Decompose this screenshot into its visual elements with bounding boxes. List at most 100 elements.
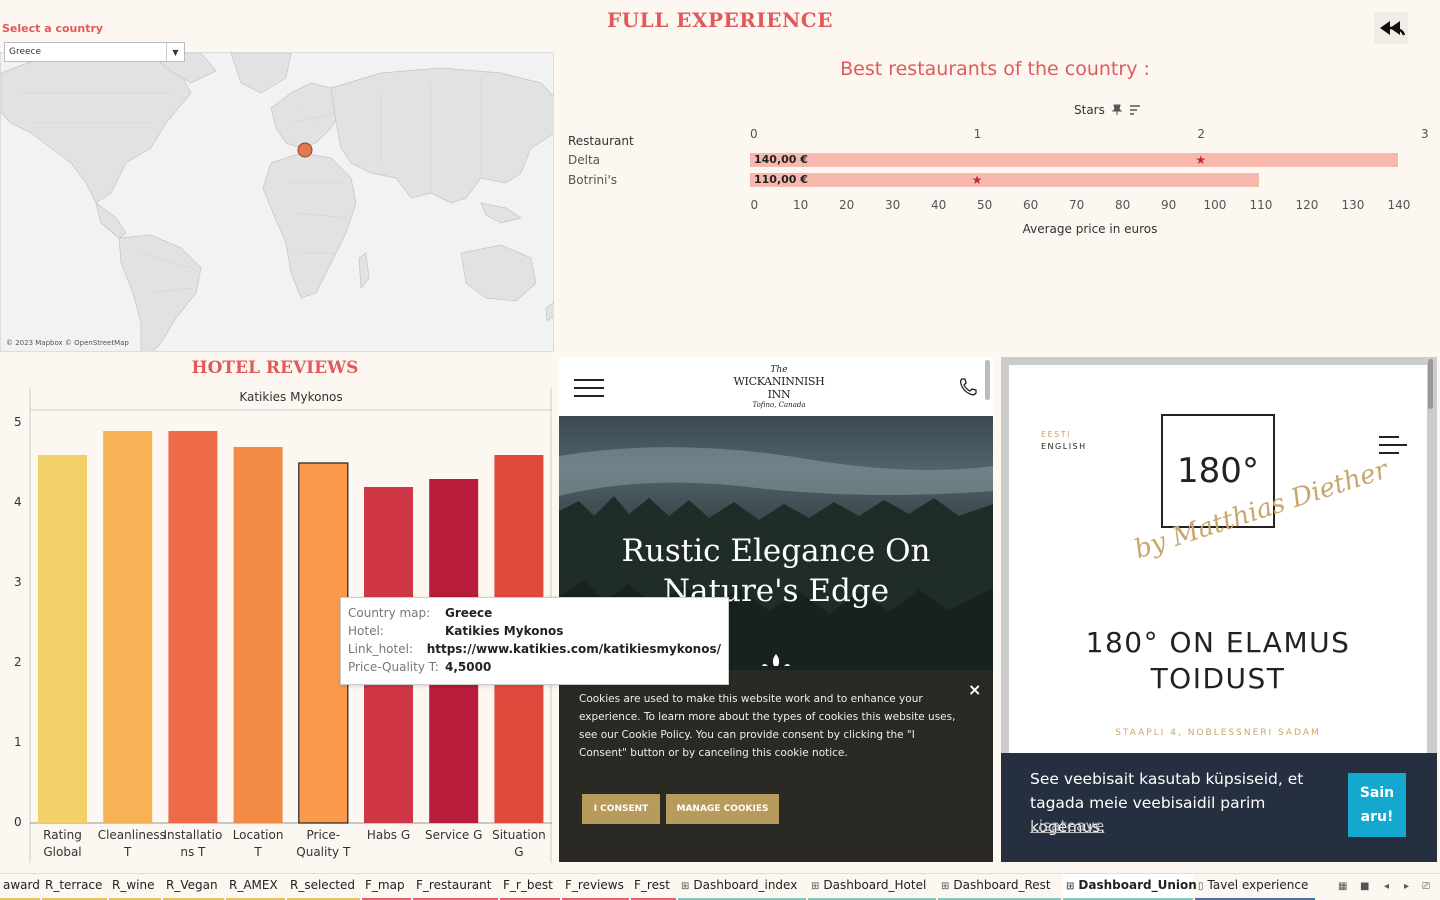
pin-icon[interactable] (1111, 104, 1123, 116)
tooltip-row: Hotel: Katikies Mykonos (348, 624, 721, 642)
learn-more-link[interactable]: Lisateave (1030, 817, 1105, 835)
price-axis-tick: 50 (977, 198, 993, 212)
price-axis-tick: 30 (885, 198, 901, 212)
got-it-button[interactable]: Sain aru! (1348, 773, 1406, 837)
show-filmstrip-icon[interactable]: ▦ (1338, 881, 1348, 892)
sheet-tab[interactable]: R_terrace (42, 874, 107, 900)
heading-line2: TOIDUST (1150, 662, 1286, 695)
sheet-tab-label: F_r_best (503, 878, 553, 892)
sheet-tab[interactable]: award (0, 874, 40, 900)
sheet-tab[interactable]: ▯ Tavel experience (1195, 874, 1315, 900)
sheet-tab-color-bar (362, 898, 411, 900)
stars-axis-tick: 0 (750, 127, 758, 141)
restaurant-180-web-page[interactable]: EESTI ENGLISH 180° by Matthias Diether 1… (1001, 357, 1437, 862)
manage-cookies-button[interactable]: MANAGE COOKIES (666, 794, 779, 824)
wickaninnish-scrollbar[interactable] (985, 360, 990, 400)
price-label: 110,00 € (754, 173, 808, 186)
logo-sub-text: Tofino, Canada (752, 401, 806, 409)
sheet-tab-color-bar (678, 898, 806, 900)
sheet-tab-color-bar (938, 898, 1061, 900)
sheet-tab[interactable]: F_map (362, 874, 411, 900)
sheet-tab-label: R_wine (112, 878, 155, 892)
country-select[interactable]: Greece ▼ (4, 42, 185, 62)
review-bar[interactable] (103, 431, 153, 823)
review-bar[interactable] (298, 462, 349, 824)
restaurants-title: Best restaurants of the country : (840, 58, 1150, 80)
category-label: Situation G (489, 827, 549, 861)
logo-180: 180° (1161, 414, 1275, 528)
phone-icon[interactable] (958, 377, 978, 397)
sheet-tab-color-bar (109, 898, 161, 900)
sheet-tab[interactable]: F_rest (631, 874, 676, 900)
i-consent-button[interactable]: I CONSENT (582, 794, 660, 824)
country-select-value: Greece (9, 47, 42, 57)
tooltip-row: Price-Quality T: 4,5000 (348, 660, 721, 678)
stars-axis-tick: 2 (1197, 127, 1205, 141)
sheet-tab[interactable]: ⊞ Dashboard_Union (1063, 874, 1197, 900)
restaurant-address: STAAPLI 4, NOBLESSNERI SADAM (1115, 728, 1321, 738)
greece-highlight[interactable] (297, 142, 313, 158)
sheet-tab-color-bar (42, 898, 107, 900)
sheet-tab-bar: ▦ ■ ◂ ▸ ⎚ award R_terrace R_wine R_Vegan R_A… (0, 873, 1440, 900)
price-axis-tick: 110 (1249, 198, 1273, 212)
restaurant-180-scrollbar[interactable] (1428, 359, 1433, 409)
restaurant-name: Botrini's (568, 173, 618, 187)
category-label: Installatio ns T (163, 827, 223, 861)
show-tabs-icon[interactable]: ■ (1360, 881, 1370, 892)
review-bar[interactable] (233, 447, 283, 823)
logo-main-text: WICKANINNISH INN (733, 375, 825, 401)
dashboard-icon: ⊞ (941, 881, 950, 892)
presentation-mode-icon[interactable]: ⎚ (1422, 881, 1430, 892)
category-label: Service G (424, 827, 484, 844)
wickaninnish-logo[interactable]: The WICKANINNISH INN Tofino, Canada (729, 366, 829, 410)
sheet-tab[interactable]: ⊞ Dashboard_Rest (938, 874, 1061, 900)
lang-english-link[interactable]: ENGLISH (1041, 442, 1087, 451)
close-icon[interactable]: × (968, 680, 982, 699)
price-bar[interactable] (750, 153, 1398, 167)
sheet-tab-label: F_reviews (565, 878, 624, 892)
hero-title: Rustic Elegance On Nature's Edge (559, 531, 993, 611)
sheet-tab[interactable]: F_r_best (500, 874, 560, 900)
category-label-line: Quality T (296, 845, 351, 859)
sheet-tab-color-bar (808, 898, 936, 900)
star-icon[interactable]: ★ (971, 173, 983, 187)
map-attribution: © 2023 Mapbox © OpenStreetMap (6, 339, 129, 347)
sheet-tab[interactable]: R_wine (109, 874, 161, 900)
price-axis-tick: 80 (1115, 198, 1131, 212)
price-axis-tick: 90 (1161, 198, 1177, 212)
map-land-shapes (1, 53, 553, 351)
menu-icon[interactable] (1377, 435, 1409, 463)
sheet-tab-color-bar (0, 898, 40, 900)
review-bar[interactable] (38, 455, 87, 823)
category-label-line: G (514, 845, 524, 859)
sheet-tab[interactable]: R_AMEX (226, 874, 285, 900)
sheet-tab[interactable]: ⊞ Dashboard_Hotel (808, 874, 936, 900)
price-bar[interactable] (750, 173, 1260, 187)
got-it-line1: Sain (1359, 785, 1395, 801)
hotel-name-header: Katikies Mykonos (239, 390, 343, 404)
sheet-tab-label: F_map (365, 878, 405, 892)
previous-sheet-icon[interactable]: ◂ (1384, 881, 1390, 892)
stars-axis-tick: 1 (973, 127, 982, 141)
sheet-tab[interactable]: R_Vegan (163, 874, 224, 900)
sort-icon[interactable] (1129, 104, 1141, 116)
tooltip-value: Greece (445, 606, 493, 620)
tooltip-value: 4,5000 (445, 660, 492, 674)
stars-axis-tick: 3 (1421, 127, 1429, 141)
sheet-tab[interactable]: F_restaurant (413, 874, 498, 900)
sheet-tab[interactable]: F_reviews (562, 874, 629, 900)
next-sheet-icon[interactable]: ▸ (1404, 881, 1410, 892)
back-button[interactable] (1374, 12, 1408, 44)
category-label-line: Price- (306, 828, 341, 842)
sheet-tab[interactable]: R_selected (287, 874, 360, 900)
hamburger-menu-icon[interactable] (574, 379, 604, 403)
restaurant-name: Delta (568, 153, 601, 167)
cookie-consent-message: See veebisait kasutab küpsiseid, et taga… (1030, 770, 1304, 836)
sheet-tab[interactable]: ⊞ Dashboard_index (678, 874, 806, 900)
lang-eesti-link[interactable]: EESTI (1041, 430, 1071, 439)
restaurant-heading: 180° ON ELAMUS TOIDUST (1009, 625, 1427, 697)
review-bar[interactable] (168, 431, 218, 823)
world-map[interactable] (0, 52, 554, 352)
star-icon[interactable]: ★ (1195, 153, 1207, 167)
y-axis-tick: 3 (14, 575, 22, 589)
